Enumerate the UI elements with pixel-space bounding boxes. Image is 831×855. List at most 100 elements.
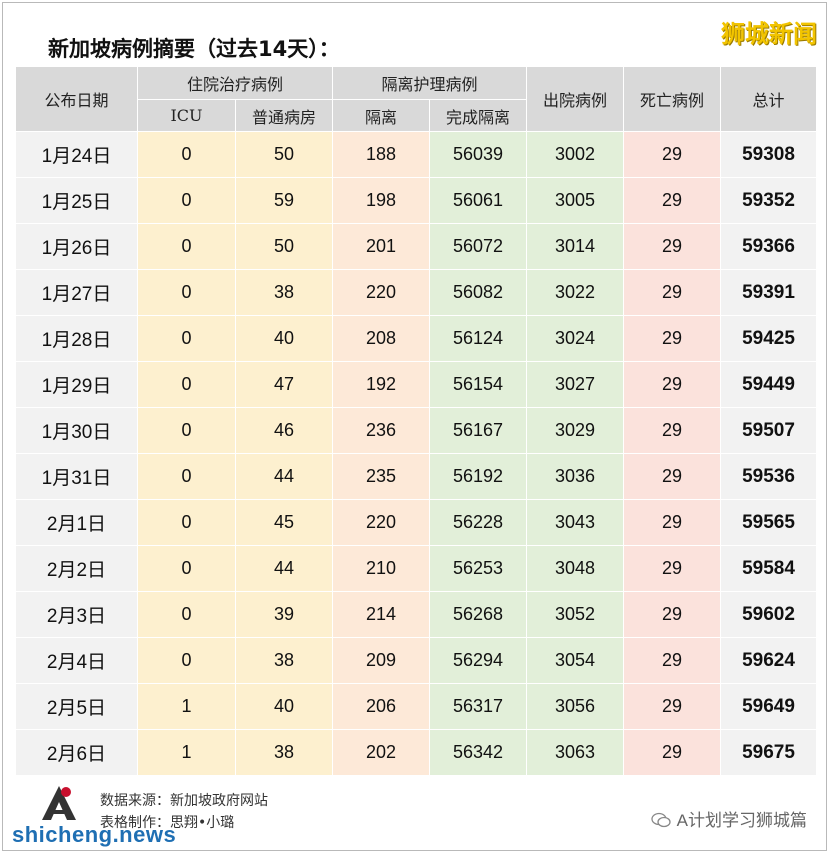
cell-deaths: 29 — [623, 269, 722, 316]
header-total: 总计 — [720, 66, 818, 132]
cell-total: 59449 — [720, 361, 818, 408]
cell-icu: 0 — [137, 407, 236, 454]
cell-completed: 56228 — [429, 499, 528, 546]
table-row: 1月30日 0 46 236 56167 3029 29 59507 — [15, 407, 818, 454]
footer-made-by: 表格制作：思翔•小璐 — [100, 815, 235, 831]
cell-completed: 56039 — [429, 131, 528, 178]
cell-icu: 0 — [137, 453, 236, 500]
cell-discharged: 3014 — [526, 223, 625, 270]
table-row: 2月2日 0 44 210 56253 3048 29 59584 — [15, 545, 818, 592]
cell-completed: 56192 — [429, 453, 528, 500]
header-hospitalized: 住院治疗病例 — [136, 66, 334, 100]
cell-ward: 44 — [234, 453, 334, 500]
cell-isolation: 210 — [332, 545, 431, 592]
cell-completed: 56342 — [429, 729, 528, 776]
cell-isolation: 206 — [332, 683, 431, 730]
header-deaths: 死亡病例 — [623, 66, 722, 132]
cell-icu: 0 — [137, 223, 236, 270]
cell-deaths: 29 — [623, 407, 722, 454]
cell-icu: 1 — [137, 683, 236, 730]
table-row: 2月1日 0 45 220 56228 3043 29 59565 — [15, 499, 818, 546]
cell-total: 59675 — [720, 729, 818, 776]
cell-icu: 0 — [137, 637, 236, 684]
cell-date: 1月28日 — [15, 315, 138, 362]
cell-isolation: 214 — [332, 591, 431, 638]
cell-isolation: 208 — [332, 315, 431, 362]
footer: 数据来源：新加坡政府网站 表格制作：思翔•小璐 — [100, 790, 268, 834]
cell-ward: 38 — [234, 269, 334, 316]
table-row: 1月28日 0 40 208 56124 3024 29 59425 — [15, 315, 818, 362]
cell-total: 59308 — [720, 131, 818, 178]
cell-date: 1月25日 — [15, 177, 138, 224]
cell-discharged: 3056 — [526, 683, 625, 730]
cell-icu: 1 — [137, 729, 236, 776]
footer-source: 数据来源：新加坡政府网站 — [100, 793, 268, 809]
cell-ward: 44 — [234, 545, 334, 592]
cell-isolation: 198 — [332, 177, 431, 224]
cell-date: 1月31日 — [15, 453, 138, 500]
cell-deaths: 29 — [623, 683, 722, 730]
cell-icu: 0 — [137, 545, 236, 592]
cell-icu: 0 — [137, 315, 236, 362]
cell-completed: 56072 — [429, 223, 528, 270]
cell-completed: 56317 — [429, 683, 528, 730]
header-date: 公布日期 — [15, 66, 138, 132]
cell-icu: 0 — [137, 591, 236, 638]
cell-isolation: 188 — [332, 131, 431, 178]
header-discharged: 出院病例 — [526, 66, 625, 132]
header-completed: 完成隔离 — [429, 99, 528, 132]
table-row: 1月29日 0 47 192 56154 3027 29 59449 — [15, 361, 818, 408]
cell-discharged: 3002 — [526, 131, 625, 178]
cell-completed: 56167 — [429, 407, 528, 454]
cell-completed: 56154 — [429, 361, 528, 408]
cell-date: 2月6日 — [15, 729, 138, 776]
cell-date: 1月24日 — [15, 131, 138, 178]
cell-discharged: 3063 — [526, 729, 625, 776]
cell-ward: 40 — [234, 683, 334, 730]
cell-deaths: 29 — [623, 637, 722, 684]
cell-isolation: 220 — [332, 499, 431, 546]
cell-date: 2月5日 — [15, 683, 138, 730]
table-body: 1月24日 0 50 188 56039 3002 29 59308 1月25日 0 59 198 56… — [15, 131, 818, 776]
cell-completed: 56294 — [429, 637, 528, 684]
cell-deaths: 29 — [623, 453, 722, 500]
cell-ward: 38 — [234, 729, 334, 776]
cell-total: 59366 — [720, 223, 818, 270]
header-icu: ICU — [137, 99, 236, 132]
cell-icu: 0 — [137, 131, 236, 178]
cell-date: 1月29日 — [15, 361, 138, 408]
cell-discharged: 3029 — [526, 407, 625, 454]
cell-isolation: 201 — [332, 223, 431, 270]
cell-completed: 56061 — [429, 177, 528, 224]
cell-total: 59649 — [720, 683, 818, 730]
cell-isolation: 209 — [332, 637, 431, 684]
cell-total: 59565 — [720, 499, 818, 546]
table-row: 1月26日 0 50 201 56072 3014 29 59366 — [15, 223, 818, 270]
cell-ward: 40 — [234, 315, 334, 362]
cell-deaths: 29 — [623, 499, 722, 546]
cell-discharged: 3052 — [526, 591, 625, 638]
cell-completed: 56268 — [429, 591, 528, 638]
table-row: 2月4日 0 38 209 56294 3054 29 59624 — [15, 637, 818, 684]
cell-deaths: 29 — [623, 177, 722, 224]
wechat-icon — [651, 812, 671, 828]
cell-icu: 0 — [137, 499, 236, 546]
cell-total: 59602 — [720, 591, 818, 638]
header-isolation: 隔离 — [332, 99, 431, 132]
cell-ward: 39 — [234, 591, 334, 638]
case-summary-table: 公布日期 住院治疗病例 隔离护理病例 出院病例 死亡病例 总计 ICU 普通病房… — [15, 66, 818, 776]
table-row: 1月25日 0 59 198 56061 3005 29 59352 — [15, 177, 818, 224]
cell-discharged: 3036 — [526, 453, 625, 500]
brand-watermark: 狮城新闻 — [721, 20, 817, 48]
cell-discharged: 3024 — [526, 315, 625, 362]
cell-discharged: 3054 — [526, 637, 625, 684]
cell-total: 59425 — [720, 315, 818, 362]
cell-completed: 56124 — [429, 315, 528, 362]
wechat-account: A计划学习狮城篇 — [651, 806, 807, 831]
cell-discharged: 3048 — [526, 545, 625, 592]
cell-date: 2月4日 — [15, 637, 138, 684]
cell-icu: 0 — [137, 269, 236, 316]
cell-completed: 56082 — [429, 269, 528, 316]
cell-date: 2月3日 — [15, 591, 138, 638]
